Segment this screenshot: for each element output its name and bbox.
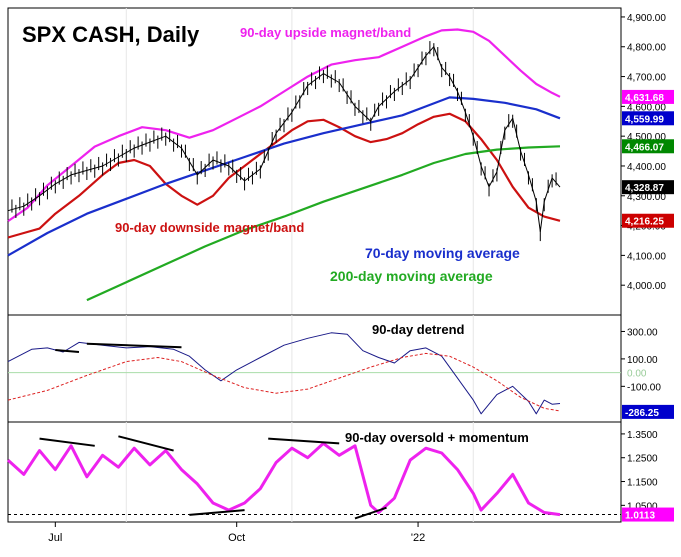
oscillator-y-tick-label: 1.2500 xyxy=(627,454,658,465)
downside-band-label: 90-day downside magnet/band xyxy=(115,220,304,235)
oscillator-y-tick-label: 1.0500 xyxy=(627,501,658,512)
price-y-tick-label: 4,600.00 xyxy=(627,102,666,113)
trend-annotation-line xyxy=(268,437,340,445)
detrend-marker-label: -286.25 xyxy=(625,408,659,419)
detrend-y-tick-label: 100.00 xyxy=(627,355,658,366)
price-marker-box xyxy=(622,180,674,195)
trend-annotation-line xyxy=(86,342,182,349)
x-tick-label: '22 xyxy=(411,532,425,544)
detrend-y-ticks: 300.00 100.00 -100.00 0.00 xyxy=(621,327,661,393)
oscillator-marker-box xyxy=(622,507,674,522)
price-marker-label: 4,631.68 xyxy=(625,93,664,104)
upside-band-label: 90-day upside magnet/band xyxy=(240,25,411,40)
price-y-tick-label: 4,500.00 xyxy=(627,132,666,143)
trend-annotation-line xyxy=(354,506,387,520)
oscillator-marker-label: 1.0113 xyxy=(625,511,655,522)
trend-annotation-line xyxy=(55,348,80,354)
oscillator-y-tick-label: 1.3500 xyxy=(627,430,658,441)
price-marker-label: 4,216.25 xyxy=(625,217,664,228)
trend-annotation-line xyxy=(189,509,245,516)
price-y-tick-label: 4,700.00 xyxy=(627,73,666,84)
ma200-label: 200-day moving average xyxy=(330,268,493,284)
detrend-label: 90-day detrend xyxy=(372,322,465,337)
oscillator-y-ticks: 1.3500 1.2500 1.1500 1.0500 xyxy=(621,430,658,512)
price-y-tick-label: 4,000.00 xyxy=(627,281,666,292)
detrend-value-markers: -286.25 xyxy=(622,404,674,419)
price-marker-box xyxy=(622,213,674,228)
oscillator-panel-frame xyxy=(7,421,622,523)
detrend-series-group xyxy=(7,332,561,415)
ma70-line xyxy=(7,96,561,257)
price-panel: SPX CASH, Daily 90-day upside magnet/ban… xyxy=(7,7,674,316)
price-marker-label: 4,559.99 xyxy=(625,114,664,125)
price-panel-frame xyxy=(7,7,622,316)
detrend-y-tick-label: 300.00 xyxy=(627,327,658,338)
x-axis: Jul Oct '22 xyxy=(48,522,425,544)
price-marker-box xyxy=(622,111,674,126)
detrend-y-tick-label: -100.00 xyxy=(627,382,661,393)
price-marker-label: 4,328.87 xyxy=(625,183,664,194)
detrend-line xyxy=(7,332,561,415)
detrend-marker-box xyxy=(622,404,674,419)
price-y-tick-label: 4,900.00 xyxy=(627,13,666,24)
ma70-label: 70-day moving average xyxy=(365,245,520,261)
price-marker-label: 4,466.07 xyxy=(625,142,664,153)
ma200-line xyxy=(86,145,561,302)
detrend-zero-label: 0.00 xyxy=(627,369,647,380)
trend-annotation-line xyxy=(118,435,174,452)
price-marker-box xyxy=(622,139,674,154)
oscillator-line xyxy=(6,441,561,517)
oscillator-panel: 90-day oversold + momentum 1.35001.25001… xyxy=(6,421,674,523)
price-y-tick-label: 4,800.00 xyxy=(627,43,666,54)
x-tick-label: Jul xyxy=(48,532,62,544)
trend-annotation-line xyxy=(39,437,95,447)
price-y-tick-label: 4,100.00 xyxy=(627,251,666,262)
price-y-tick-label: 4,400.00 xyxy=(627,162,666,173)
detrend-panel: 90-day detrend 300.00 100.00 -100.00 0.00 -… xyxy=(7,314,674,423)
price-value-markers: 4,631.68 4,559.99 4,466.07 4,328.87 4,216.25 xyxy=(622,89,674,228)
price-series-group xyxy=(7,28,561,302)
detrend-grid xyxy=(125,315,474,422)
price-marker-box xyxy=(622,89,674,104)
oscillator-value-markers: 1.0113 xyxy=(622,507,674,522)
chart-title: SPX CASH, Daily xyxy=(22,22,200,47)
oscillator-label: 90-day oversold + momentum xyxy=(345,430,529,445)
oscillator-y-tick-label: 1.1500 xyxy=(627,478,658,489)
oscillator-series-group xyxy=(6,435,561,520)
detrend-panel-frame xyxy=(7,314,622,423)
x-tick-label: Oct xyxy=(228,532,245,544)
price-y-tick-label: 4,300.00 xyxy=(627,192,666,203)
